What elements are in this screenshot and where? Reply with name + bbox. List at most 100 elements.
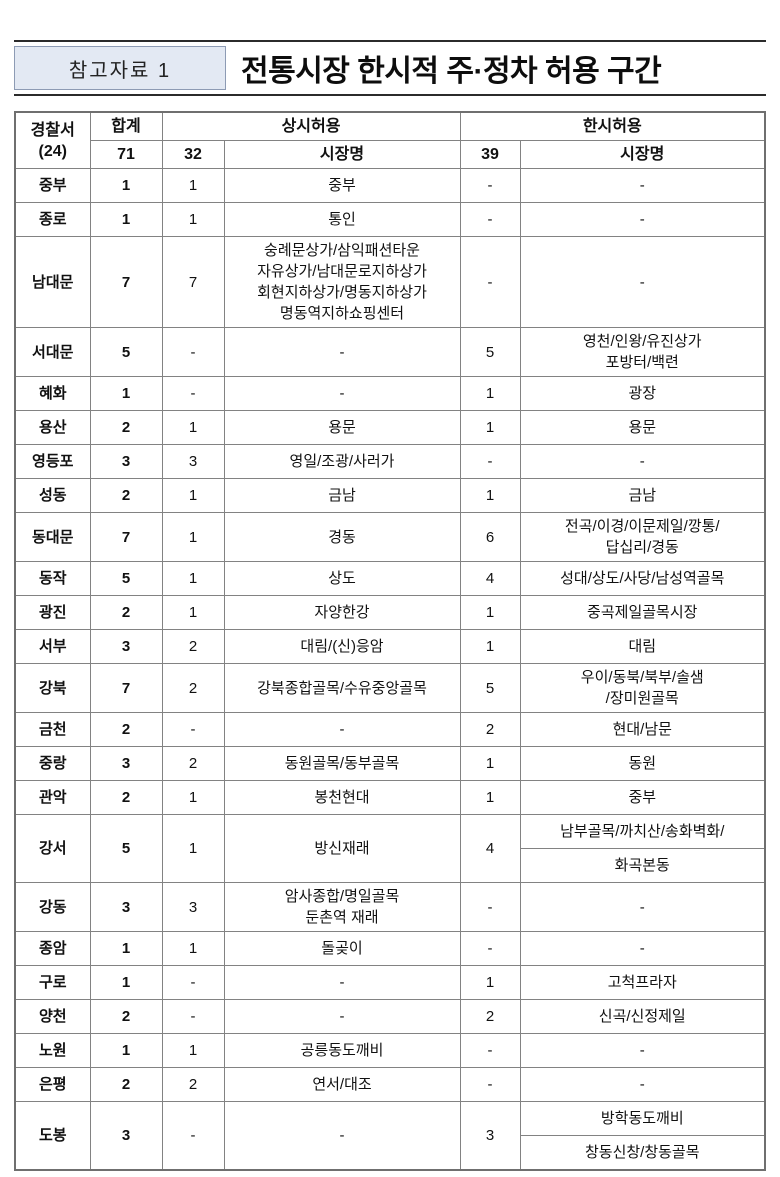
table-row: 금천 2- -2 현대/남문 (14, 712, 766, 747)
table-row: 강동 3 3 암사종합/명일골목 둔촌역 재래 - - (14, 882, 766, 932)
table-row: 동작 5 1 상도 4 성대/상도/사당/남성역골목 (14, 561, 766, 596)
header-always-market-label: 시장명 (223, 140, 461, 169)
cell-total: 2 (89, 410, 163, 445)
cell-total: 2 (89, 999, 163, 1034)
cell-temp-count: 5 (459, 327, 521, 377)
cell-always-market: 영일/조광/사러가 (223, 444, 461, 479)
cell-temp-count: 1 (459, 376, 521, 411)
cell-temp-count: 1 (459, 780, 521, 815)
cell-temp-count: - (459, 444, 521, 479)
cell-total: 5 (89, 561, 163, 596)
cell-temp-market: - (519, 1067, 766, 1102)
cell-always-market: 연서/대조 (223, 1067, 461, 1102)
cell-temp-market: 신곡/신정제일 (519, 999, 766, 1034)
cell-total: 7 (89, 512, 163, 562)
table-row: 노원 1 1 공릉동도깨비 - - (14, 1033, 766, 1068)
cell-always-market: 금남 (223, 478, 461, 513)
cell-total: 3 (89, 882, 163, 932)
table-row: 구로 1- -1 고척프라자 (14, 965, 766, 1000)
cell-temp-market: - (519, 882, 766, 932)
cell-temp-market: 남부골목/까치산/송화벽화/ (519, 814, 766, 849)
table-body: 중부 1 1 중부 - - 종로 1 1 통인 - - 남대문 7 7 숭례문상가/삼익패션타운 자유상가/남… (14, 168, 766, 1170)
table-header: 경찰서 (24) 합계 상시허용 한시허용 71 32 시장명 39 시장명 (14, 111, 766, 169)
cell-always-count: 1 (161, 168, 225, 203)
cell-total: 1 (89, 202, 163, 237)
cell-temp-count: 1 (459, 629, 521, 664)
cell-total: 3 (89, 629, 163, 664)
cell-station: 동대문 (14, 512, 91, 562)
cell-total: 7 (89, 663, 163, 713)
cell-station: 관악 (14, 780, 91, 815)
cell-always-market: - (223, 712, 461, 747)
cell-temp-count: 1 (459, 595, 521, 630)
table-row: 강서 5 1 방신재래 4 남부골목/까치산/송화벽화/ (14, 814, 766, 883)
cell-temp-market: 고척프라자 (519, 965, 766, 1000)
cell-always-count: 1 (161, 202, 225, 237)
table-row: 종로 1 1 통인 - - (14, 202, 766, 237)
reference-label-box: 참고자료 1 (14, 46, 226, 90)
header-temp-market-label: 시장명 (519, 140, 766, 169)
cell-station: 종로 (14, 202, 91, 237)
cell-always-count: 1 (161, 1033, 225, 1068)
cell-station: 성동 (14, 478, 91, 513)
cell-always-market: 봉천현대 (223, 780, 461, 815)
header-temp-count: 39 (459, 140, 521, 169)
cell-total: 1 (89, 931, 163, 966)
header-total-count: 71 (89, 140, 163, 169)
title-bar: 참고자료 1 전통시장 한시적 주·정차 허용 구간 (14, 40, 766, 96)
cell-temp-market: 창동신창/창동골목 (519, 1135, 766, 1170)
cell-always-count: 2 (161, 746, 225, 781)
cell-total: 1 (89, 376, 163, 411)
cell-station: 남대문 (14, 236, 91, 328)
cell-always-market: 숭례문상가/삼익패션타운 자유상가/남대문로지하상가 회현지하상가/명동지하상가… (223, 236, 461, 328)
cell-temp-market: 대림 (519, 629, 766, 664)
cell-temp-count: 1 (459, 965, 521, 1000)
cell-always-count: 7 (161, 236, 225, 328)
cell-station: 혜화 (14, 376, 91, 411)
cell-station: 도봉 (14, 1101, 91, 1170)
cell-total: 1 (89, 1033, 163, 1068)
cell-station: 중부 (14, 168, 91, 203)
cell-always-market: - (223, 1101, 461, 1170)
cell-temp-market: 금남 (519, 478, 766, 513)
cell-temp-count: 1 (459, 478, 521, 513)
cell-always-market: - (223, 327, 461, 377)
table-row: 강북 7 2 강북종합골목/수유중앙골목 5 우이/동북/북부/솔샘 /장미원골목 (14, 663, 766, 713)
cell-temp-count: 6 (459, 512, 521, 562)
cell-temp-market: - (519, 444, 766, 479)
cell-always-count: - (161, 712, 225, 747)
cell-total: 1 (89, 965, 163, 1000)
table-row-sub: 창동신창/창동골목 (15, 1135, 766, 1170)
cell-total: 2 (89, 780, 163, 815)
cell-total: 5 (89, 814, 163, 883)
cell-temp-count: - (459, 1033, 521, 1068)
cell-temp-market: 중부 (519, 780, 766, 815)
cell-station: 중랑 (14, 746, 91, 781)
header-row-2: 71 32 시장명 39 시장명 (15, 140, 766, 169)
cell-total: 5 (89, 327, 163, 377)
table-row: 중랑 3 2 동원골목/동부골목 1 동원 (14, 746, 766, 781)
cell-temp-count: 4 (459, 561, 521, 596)
cell-station: 은평 (14, 1067, 91, 1102)
cell-station: 영등포 (14, 444, 91, 479)
cell-always-count: 2 (161, 629, 225, 664)
cell-always-market: 자양한강 (223, 595, 461, 630)
cell-temp-market: 전곡/이경/이문제일/깡통/ 답십리/경동 (519, 512, 766, 562)
cell-always-count: 2 (161, 1067, 225, 1102)
cell-temp-count: - (459, 1067, 521, 1102)
cell-always-market: - (223, 376, 461, 411)
cell-station: 광진 (14, 595, 91, 630)
cell-always-count: 1 (161, 561, 225, 596)
cell-temp-count: 1 (459, 746, 521, 781)
cell-temp-market: - (519, 168, 766, 203)
table-row: 중부 1 1 중부 - - (14, 168, 766, 203)
page-title: 전통시장 한시적 주·정차 허용 구간 (241, 55, 662, 88)
table-row: 종암 1 1 돌곶이 - - (14, 931, 766, 966)
cell-station: 동작 (14, 561, 91, 596)
cell-always-count: 1 (161, 814, 225, 883)
table-row: 은평 2 2 연서/대조 - - (14, 1067, 766, 1102)
cell-temp-market: 성대/상도/사당/남성역골목 (519, 561, 766, 596)
cell-always-market: - (223, 965, 461, 1000)
table-row: 서대문 5- -5 영천/인왕/유진상가 포방터/백련 (14, 327, 766, 377)
cell-temp-market: - (519, 202, 766, 237)
